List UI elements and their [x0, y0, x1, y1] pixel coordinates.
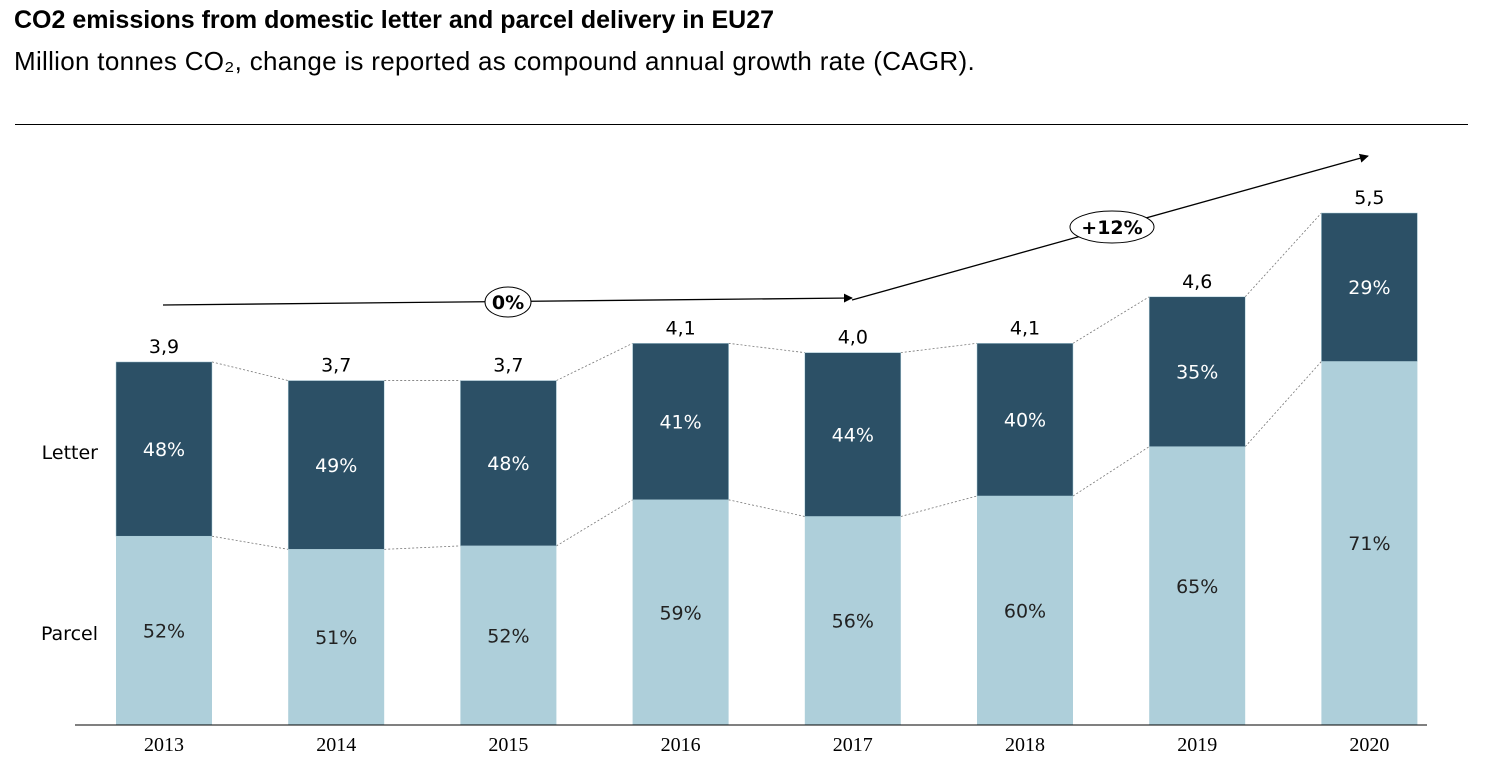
- bar-letter-2014: [287, 380, 385, 550]
- connector-split: [728, 499, 805, 517]
- total-label-2016: 4,1: [665, 317, 695, 339]
- bar-parcel-2018: [977, 495, 1073, 725]
- connector-split: [384, 545, 461, 550]
- total-label-2015: 3,7: [493, 355, 523, 377]
- label-parcel-2016: 59%: [659, 602, 701, 624]
- connector-split: [1072, 446, 1150, 497]
- label-letter-2019: 35%: [1176, 362, 1218, 384]
- title-divider: [15, 124, 1468, 125]
- x-tick-2013: 2013: [144, 734, 184, 756]
- label-letter-2020: 29%: [1348, 277, 1390, 299]
- label-letter-2016: 41%: [659, 412, 701, 434]
- bar-letter-2019: [1148, 296, 1246, 447]
- total-label-2020: 5,5: [1354, 187, 1384, 209]
- connector-total: [556, 342, 633, 381]
- label-letter-2014: 49%: [315, 455, 357, 477]
- bar-letter-2016: [632, 343, 729, 501]
- total-label-2018: 4,1: [1010, 317, 1040, 339]
- x-tick-2019: 2019: [1177, 734, 1217, 756]
- chart-subtitle: Million tonnes CO₂, change is reported a…: [14, 46, 975, 76]
- x-tick-2015: 2015: [488, 734, 528, 756]
- bar-parcel-2014: [288, 549, 385, 725]
- x-tick-2014: 2014: [316, 734, 356, 756]
- cagr-label-0: 0%: [492, 292, 524, 314]
- connector-split: [1244, 361, 1322, 447]
- cagr-label-1: +12%: [1081, 217, 1142, 239]
- label-parcel-2019: 65%: [1176, 576, 1218, 598]
- label-letter-2015: 48%: [487, 453, 529, 475]
- bar-parcel-2013: [116, 536, 212, 725]
- label-letter-2013: 48%: [143, 439, 185, 461]
- connector-total: [1244, 212, 1322, 298]
- x-tick-2020: 2020: [1349, 734, 1389, 756]
- bar-letter-2015: [460, 380, 557, 547]
- label-parcel-2020: 71%: [1348, 533, 1390, 555]
- bar-letter-2020: [1321, 212, 1418, 362]
- connector-total: [1072, 296, 1150, 344]
- bar-parcel-2020: [1321, 361, 1418, 725]
- bar-parcel-2015: [460, 545, 557, 725]
- connector-total: [728, 342, 805, 354]
- series-label-parcel: Parcel: [41, 623, 98, 645]
- bar-parcel-2016: [632, 499, 729, 725]
- bar-letter-2018: [976, 343, 1074, 497]
- connector-total: [900, 342, 978, 354]
- cagr-bubble-1: [1069, 210, 1155, 244]
- bar-letter-2013: [115, 361, 213, 537]
- x-tick-2018: 2018: [1005, 734, 1045, 756]
- total-label-2017: 4,0: [838, 327, 868, 349]
- label-letter-2018: 40%: [1004, 410, 1046, 432]
- connector-split: [211, 535, 289, 550]
- total-label-2019: 4,6: [1182, 271, 1212, 293]
- x-tick-2017: 2017: [833, 734, 873, 756]
- chart-title: CO2 emissions from domestic letter and p…: [14, 6, 774, 34]
- label-parcel-2017: 56%: [832, 611, 874, 633]
- label-parcel-2018: 60%: [1004, 600, 1046, 622]
- bar-parcel-2017: [804, 516, 901, 725]
- connector-total: [211, 361, 289, 381]
- label-parcel-2015: 52%: [487, 625, 529, 647]
- bar-parcel-2019: [1149, 446, 1246, 725]
- series-label-letter: Letter: [42, 442, 99, 464]
- label-parcel-2013: 52%: [143, 621, 185, 643]
- bar-letter-2017: [804, 352, 902, 517]
- label-parcel-2014: 51%: [315, 627, 357, 649]
- total-label-2014: 3,7: [321, 355, 351, 377]
- total-label-2013: 3,9: [149, 336, 179, 358]
- connector-split: [556, 499, 633, 547]
- cagr-bubble-0: [484, 286, 532, 318]
- connector-split: [900, 495, 978, 517]
- x-tick-2016: 2016: [661, 734, 701, 756]
- label-letter-2017: 44%: [832, 425, 874, 447]
